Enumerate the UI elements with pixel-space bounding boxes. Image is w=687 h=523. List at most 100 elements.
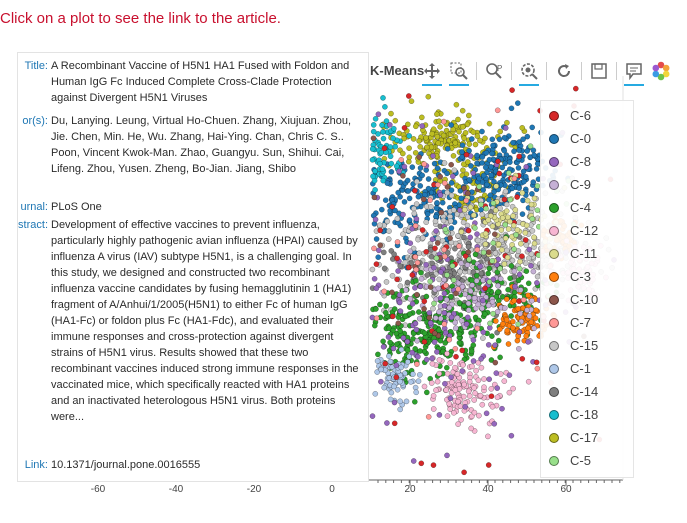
scatter-point [397, 283, 404, 289]
hover-tool[interactable] [622, 59, 646, 86]
scatter-point [468, 348, 475, 355]
scatter-point [522, 229, 529, 236]
x-axis-tick-labels: -60 -40 -20 0 20 40 60 [0, 484, 687, 514]
legend-item-c-10[interactable]: C-10 [549, 292, 598, 307]
scatter-point [421, 298, 428, 305]
scatter-point [452, 245, 458, 252]
scatter-point [492, 342, 498, 349]
scatter-point [412, 284, 418, 291]
legend-item-c-17[interactable]: C-17 [549, 430, 598, 445]
scatter-point [485, 302, 492, 309]
tooltip-title-label: Title: [24, 60, 48, 72]
box-zoom-tool[interactable] [447, 59, 471, 86]
scatter-point [514, 227, 521, 233]
scatter-point [474, 133, 481, 140]
legend-label: C-15 [570, 338, 599, 353]
scatter-points [369, 85, 617, 476]
scatter-point [509, 318, 516, 325]
scatter-point [528, 319, 535, 325]
scatter-point [495, 289, 501, 295]
legend-item-c-4[interactable]: C-4 [549, 200, 591, 215]
scatter-point [380, 95, 386, 101]
scatter-point [397, 398, 403, 405]
scatter-point [508, 263, 515, 269]
tooltip-authors: Du, Lanying. Leung, Virtual Ho-Chuen. Zh… [51, 115, 352, 175]
scatter-point [485, 249, 492, 255]
bokeh-logo[interactable] [649, 59, 673, 83]
scatter-point [480, 329, 487, 336]
legend-item-c-9[interactable]: C-9 [549, 177, 591, 192]
scatter-point [448, 187, 455, 194]
scatter-point [529, 190, 535, 197]
scatter-point [524, 133, 531, 140]
wheel-zoom-tool[interactable] [517, 59, 541, 86]
scatter-point [395, 189, 402, 196]
scatter-point [401, 163, 408, 170]
scatter-point [373, 315, 380, 322]
scatter-point [394, 239, 401, 245]
scatter-point [394, 341, 400, 348]
scatter-point [515, 277, 522, 284]
legend-item-c-12[interactable]: C-12 [549, 223, 598, 238]
scatter-point [528, 262, 534, 269]
legend-item-c-14[interactable]: C-14 [549, 384, 598, 399]
scatter-point [377, 160, 383, 167]
scatter-point [434, 200, 440, 206]
scatter-point [490, 310, 496, 317]
plot-title: K-Means [370, 63, 425, 78]
scatter-point [406, 145, 412, 152]
scatter-point [499, 247, 505, 253]
move-arrows-icon [424, 63, 440, 79]
scatter-point [534, 280, 540, 286]
scatter-point [516, 265, 523, 272]
legend-item-c-1[interactable]: C-1 [549, 361, 591, 376]
scatter-point [464, 190, 471, 197]
scatter-point [436, 357, 443, 363]
scatter-point [488, 164, 494, 170]
scatter-point [387, 144, 394, 150]
toolbar-separator [511, 62, 512, 80]
tooltip-link[interactable]: 10.1371/journal.pone.0016555 [51, 459, 201, 471]
zoom-out-tool[interactable]: P [482, 59, 506, 83]
scatter-point [468, 163, 474, 169]
scatter-point [439, 199, 446, 206]
scatter-point [390, 135, 396, 142]
scatter-point [497, 205, 503, 212]
scatter-point [446, 400, 453, 407]
scatter-point [509, 241, 515, 248]
scatter-point [494, 269, 501, 276]
scatter-point [472, 225, 478, 231]
scatter-point [448, 122, 455, 128]
legend-item-c-3[interactable]: C-3 [549, 269, 591, 284]
scatter-point [466, 378, 473, 385]
scatter-point [501, 147, 508, 154]
legend-item-c-7[interactable]: C-7 [549, 315, 591, 330]
save-tool[interactable] [587, 59, 611, 83]
legend-item-c-5[interactable]: C-5 [549, 453, 591, 468]
scatter-point [519, 211, 526, 217]
scatter-point [506, 389, 513, 396]
legend-item-c-18[interactable]: C-18 [549, 407, 598, 422]
scatter-point [522, 237, 529, 243]
pan-tool[interactable] [420, 59, 444, 86]
scatter-point [461, 135, 467, 142]
legend-item-c-15[interactable]: C-15 [549, 338, 598, 353]
legend-swatch [549, 386, 559, 397]
scatter-point [423, 134, 429, 141]
scatter-point [370, 135, 377, 142]
legend-item-c-11[interactable]: C-11 [549, 246, 597, 261]
legend-item-c-6[interactable]: C-6 [549, 108, 591, 123]
scatter-point [376, 222, 383, 229]
scatter-point [465, 243, 472, 250]
scatter-point [452, 364, 458, 371]
scatter-point [486, 279, 493, 285]
scatter-point [381, 384, 388, 391]
scatter-point [372, 390, 379, 397]
reset-tool[interactable] [552, 59, 576, 83]
legend-item-c-0[interactable]: C-0 [549, 131, 591, 146]
scatter-point [480, 335, 486, 341]
scatter-point [572, 85, 579, 92]
legend-label: C-10 [570, 292, 599, 307]
legend-item-c-8[interactable]: C-8 [549, 154, 591, 169]
